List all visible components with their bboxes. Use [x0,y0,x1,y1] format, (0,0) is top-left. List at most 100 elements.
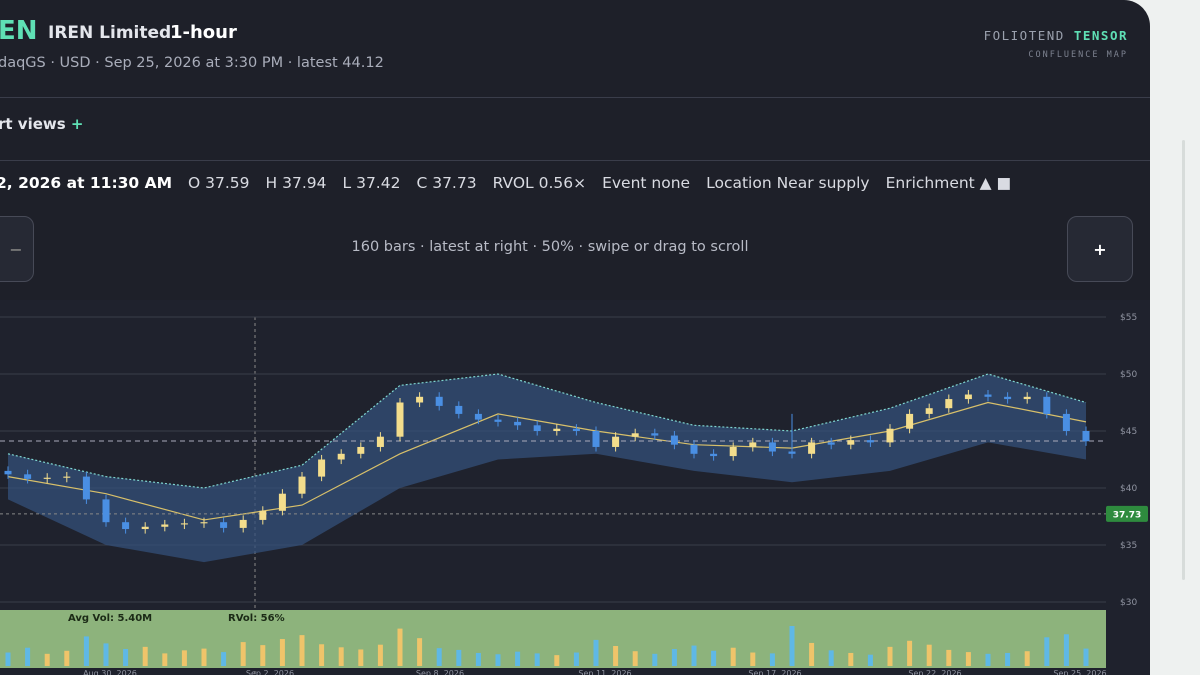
volume-bar [1063,634,1069,666]
ticker: EN [0,16,38,46]
rvol: RVol: 56% [228,613,285,624]
volume-bar [867,654,873,666]
candle-body [514,421,522,426]
info-item: Location Near supply [706,174,870,192]
volume-bar [181,650,187,666]
views[interactable]: rt views + [0,115,83,133]
volume-bar [162,653,168,666]
volume-bar [534,653,540,666]
candle-body [925,408,933,414]
company-name: IREN Limited [48,23,172,43]
info-item: O 37.59 [188,174,250,192]
volume-bar [221,652,227,666]
info-item: RVOL 0.56× [492,174,587,192]
volume-bar [397,628,403,666]
volume-bar [887,646,893,666]
candle-body [729,446,737,457]
volume-bar [926,644,932,666]
candle-body [396,402,404,437]
candle-body [572,428,580,431]
volume-bar [260,645,266,666]
volume-bar [64,650,70,666]
candle-body [200,522,208,524]
y-tick-label: $45 [1120,427,1137,437]
candle-body [945,399,953,409]
volume-bar [515,651,521,666]
volume-bar [946,649,952,666]
volume-bar [456,649,462,666]
candle-body [1023,396,1031,400]
candle-body [533,425,541,431]
y-tick-label: $35 [1120,541,1137,551]
info-item: 2, 2026 at 11:30 AM [0,174,173,192]
zoom-out-button[interactable]: − [0,216,34,282]
candle-body [670,435,678,445]
y-tick-label: $40 [1120,484,1137,494]
candle-body [298,476,306,494]
volume-bar [613,646,619,666]
interval: 1-hour [170,22,237,43]
candle-body [259,510,267,520]
volume-bar [965,652,971,666]
candle-body [357,446,365,454]
candle-body [1082,431,1090,442]
volume-bar [279,639,285,666]
info-item: Event none [602,174,691,192]
volume-bar [789,626,795,666]
y-tick-label: $55 [1120,313,1137,323]
volume-bar [495,654,501,666]
views-plus[interactable]: + [70,115,84,133]
volume-bar [730,647,736,666]
panel: EN IREN Limited 1-hour daqGS · USD · Sep… [0,0,1150,675]
brand: FOLIOTEND TENSOR [984,28,1128,43]
y-tick-label: $50 [1120,370,1137,380]
volume-bar [809,642,815,666]
zoom-in-button[interactable]: + [1067,216,1133,282]
candle-body [416,396,424,403]
volume-bar [123,649,129,666]
x-tick-label: Sep 11, 2026 [578,669,631,675]
volume-bar [671,649,677,666]
candle-body [337,453,345,460]
volume-bar [750,652,756,666]
scrollbar[interactable] [1182,140,1185,580]
x-tick-label: Sep 2, 2026 [246,669,294,675]
x-tick-label: Sep 17, 2026 [748,669,801,675]
candle-body [768,442,776,452]
candle-body [141,526,149,530]
volume-bar [201,648,207,666]
candle-body [553,428,561,431]
candle-body [964,394,972,400]
candle-body [788,451,796,454]
volume-bar [828,650,834,666]
candle-body [239,519,247,528]
volume-bar [83,636,89,666]
volume-bar [1083,648,1089,666]
volume-bar [377,644,383,666]
candle-body [278,493,286,511]
candle-body [161,524,169,527]
volume-bar [1005,652,1011,666]
views-label: rt views [0,115,66,133]
x-tick-label: Sep 8, 2026 [416,669,464,675]
volatility-band [8,374,1086,563]
candle-body [866,440,874,443]
x-tick-label: Aug 30, 2026 [83,669,137,675]
volume-bar [632,651,638,666]
button-label: + [1093,239,1107,259]
avg-volume: Avg Vol: 5.40M [68,613,152,624]
candle-body [435,396,443,406]
volume-bar [554,655,560,666]
y-tick-label: $30 [1120,598,1137,608]
candle-body [102,499,110,523]
volume-bar [652,653,658,666]
candle-body [984,394,992,397]
volume-bar [44,653,50,666]
candle-body [63,476,71,478]
candle-body [1062,413,1070,431]
candle-body [612,436,620,447]
candle-body [24,474,32,479]
volume-bar [691,645,697,666]
divider [0,160,1150,161]
volume-bar [1044,637,1050,666]
